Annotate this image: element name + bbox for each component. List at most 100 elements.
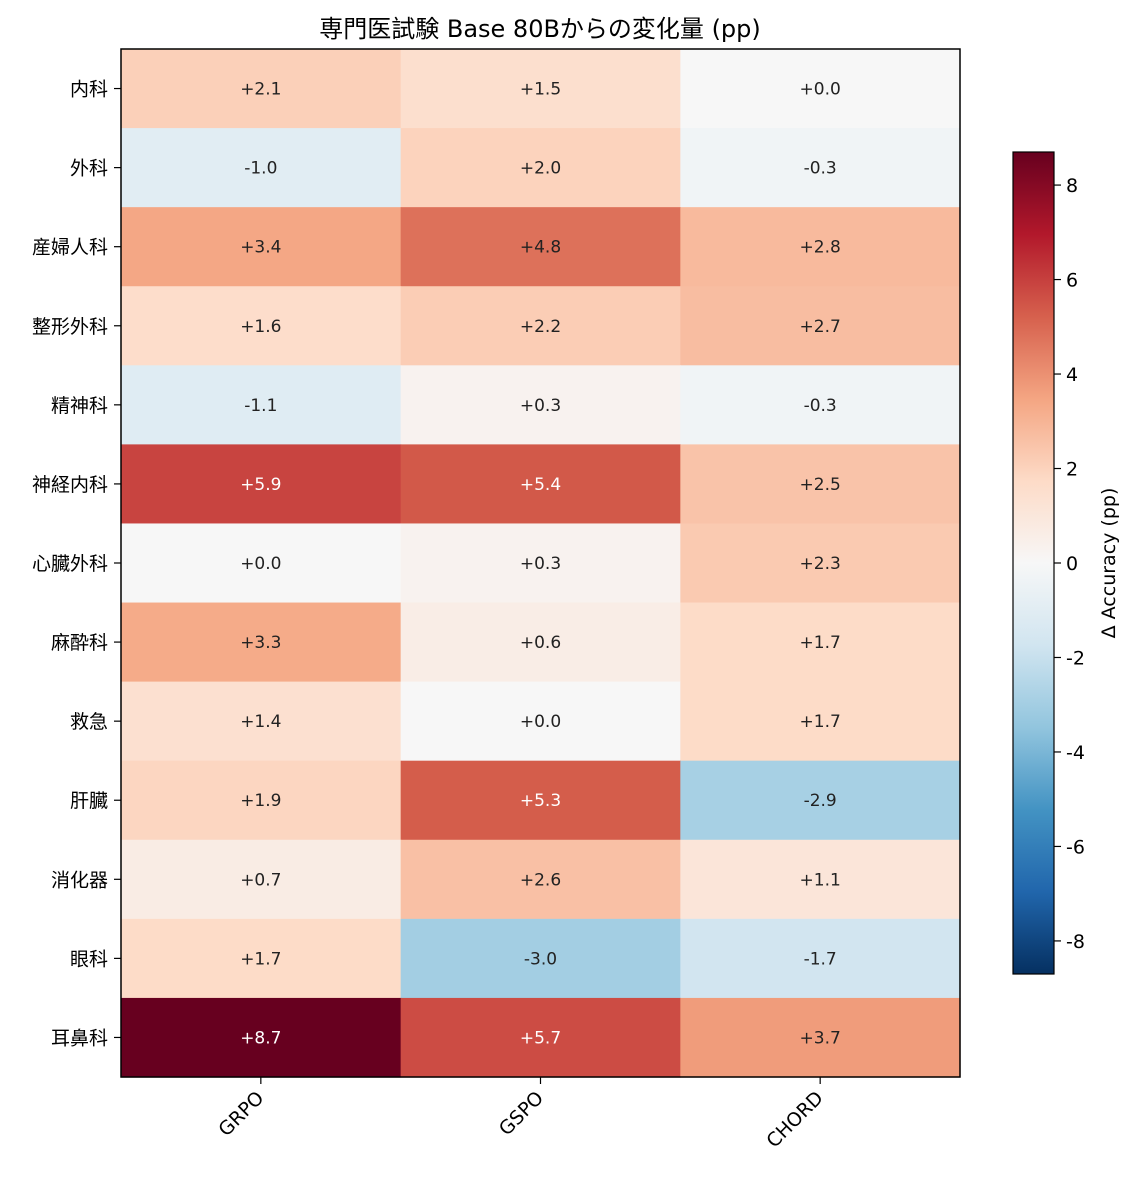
heatmap-cell — [680, 444, 961, 525]
heatmap-cell — [400, 681, 681, 762]
column-tick-label: GRPO — [214, 1087, 268, 1141]
cell-value-label: +1.1 — [800, 870, 841, 890]
heatmap-cell — [680, 365, 961, 445]
cell-value-label: +2.8 — [800, 238, 841, 258]
heatmap-cell — [680, 839, 961, 920]
colorbar-label: Δ Accuracy (pp) — [1098, 488, 1120, 639]
heatmap-cell — [680, 207, 961, 287]
heatmap-cell — [400, 760, 681, 841]
cell-value-label: +2.5 — [800, 475, 841, 495]
row-tick-label: 眼科 — [70, 948, 108, 970]
cell-value-label: +8.7 — [240, 1028, 281, 1048]
colorbar-tick-label: 4 — [1066, 364, 1078, 386]
heatmap-cell — [400, 49, 681, 129]
colorbar-tick-label: -2 — [1066, 647, 1085, 669]
heatmap-cell — [400, 997, 681, 1078]
row-tick-label: 精神科 — [51, 395, 108, 417]
heatmap-cell — [680, 997, 961, 1078]
heatmap-cell — [121, 523, 402, 604]
cell-value-label: +0.6 — [520, 633, 561, 653]
column-tick-label: CHORD — [762, 1087, 827, 1152]
colorbar-tick-label: -4 — [1066, 742, 1085, 764]
cell-value-label: -0.3 — [804, 159, 837, 179]
heatmap-cell — [400, 207, 681, 287]
row-tick-label: 外科 — [70, 158, 108, 180]
heatmap-cell — [121, 365, 402, 445]
heatmap-cell — [680, 918, 961, 999]
heatmap-cell — [400, 839, 681, 920]
heatmap-cell — [121, 602, 402, 683]
cell-value-label: +0.0 — [240, 554, 281, 574]
cell-value-label: +0.7 — [240, 870, 281, 890]
cell-value-label: +0.0 — [800, 80, 841, 100]
colorbar-tick-label: 8 — [1066, 175, 1078, 197]
colorbar-ticks: 8 6 4 2 0 -2 -4 -6 -8 — [1054, 175, 1085, 953]
heatmap-cell — [121, 49, 402, 129]
cell-value-label: +4.8 — [520, 238, 561, 258]
heatmap-cell — [680, 286, 961, 366]
cell-value-label: +0.0 — [520, 712, 561, 732]
colorbar-tick-label: 0 — [1066, 553, 1078, 575]
heatmap-cell — [121, 681, 402, 762]
heatmap-cell — [121, 997, 402, 1078]
cell-value-label: -0.3 — [804, 396, 837, 416]
colorbar-tick-label: -8 — [1066, 931, 1085, 953]
cell-value-label: +1.5 — [520, 80, 561, 100]
heatmap-cell — [400, 365, 681, 445]
cell-value-label: +3.7 — [800, 1028, 841, 1048]
cell-value-label: +3.3 — [240, 633, 281, 653]
heatmap-cell — [400, 602, 681, 683]
cell-value-label: +5.3 — [520, 791, 561, 811]
heatmap-cell — [680, 523, 961, 604]
heatmap-cell — [680, 602, 961, 683]
heatmap-cell — [400, 918, 681, 999]
row-tick-label: 耳鼻科 — [51, 1027, 108, 1049]
cell-value-label: +0.3 — [520, 554, 561, 574]
heatmap-cell — [121, 760, 402, 841]
cell-value-label: +1.4 — [240, 712, 281, 732]
row-tick-label: 産婦人科 — [32, 237, 108, 259]
row-tick-label: 心臓外科 — [32, 553, 108, 575]
row-tick-label: 消化器 — [51, 869, 108, 891]
heatmap-cells: +2.1 +1.5 +0.0 -1.0 +2.0 -0.3 +3.4 +4.8 +2.8 +1.6… — [121, 49, 961, 1078]
cell-value-label: +3.4 — [240, 238, 281, 258]
row-tick-label: 神経内科 — [32, 474, 108, 496]
cell-value-label: +1.9 — [240, 791, 281, 811]
cell-value-label: +5.9 — [240, 475, 281, 495]
heatmap-cell — [400, 128, 681, 208]
heatmap-cell — [400, 286, 681, 366]
cell-value-label: +1.7 — [240, 949, 281, 969]
cell-value-label: +2.7 — [800, 317, 841, 337]
cell-value-label: +1.7 — [800, 712, 841, 732]
heatmap-cell — [680, 681, 961, 762]
cell-value-label: -3.0 — [524, 949, 557, 969]
cell-value-label: +2.0 — [520, 159, 561, 179]
heatmap-cell — [121, 207, 402, 287]
cell-value-label: +0.3 — [520, 396, 561, 416]
heatmap-cell — [680, 760, 961, 841]
heatmap-cell — [121, 918, 402, 999]
colorbar-tick-label: 2 — [1066, 459, 1078, 481]
cell-value-label: +5.4 — [520, 475, 561, 495]
row-tick-label: 肝臓 — [70, 790, 108, 812]
chart-title: 専門医試験 Base 80Bからの変化量 (pp) — [319, 15, 761, 43]
heatmap-cell — [121, 444, 402, 525]
cell-value-label: +5.7 — [520, 1028, 561, 1048]
row-tick-label: 整形外科 — [32, 316, 108, 338]
cell-value-label: -1.0 — [244, 159, 277, 179]
heatmap-cell — [121, 286, 402, 366]
heatmap-cell — [680, 128, 961, 208]
cell-value-label: -2.9 — [804, 791, 837, 811]
heatmap-cell — [400, 444, 681, 525]
colorbar-tick-label: -6 — [1066, 836, 1085, 858]
colorbar-tick-label: 6 — [1066, 270, 1078, 292]
row-tick-label: 麻酔科 — [51, 632, 108, 654]
cell-value-label: +1.6 — [240, 317, 281, 337]
cell-value-label: +2.1 — [240, 80, 281, 100]
cell-value-label: -1.7 — [804, 949, 837, 969]
heatmap-cell — [121, 128, 402, 208]
column-tick-labels: GRPO GSPO CHORD — [214, 1077, 828, 1152]
row-tick-label: 救急 — [70, 711, 108, 733]
heatmap-cell — [680, 49, 961, 129]
